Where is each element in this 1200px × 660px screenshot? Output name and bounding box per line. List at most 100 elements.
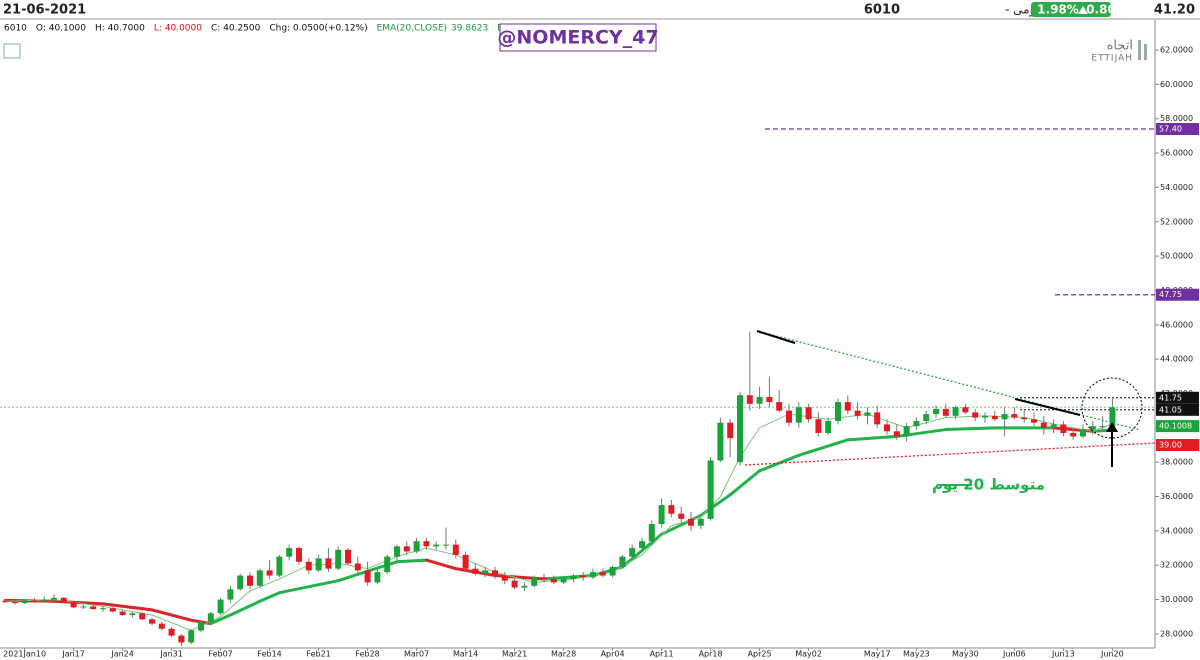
info-item: Chg: 0.0500(+0.12%) bbox=[269, 24, 367, 34]
trendline bbox=[744, 442, 1156, 466]
chart-icon bbox=[3, 43, 21, 59]
candle-body bbox=[80, 606, 87, 608]
candle-body bbox=[884, 424, 890, 432]
candle-body bbox=[560, 578, 567, 583]
y-tick-label: 34.0000 bbox=[1160, 526, 1193, 535]
candle-body bbox=[952, 407, 959, 416]
annotation: متوسط 20 يوم bbox=[932, 476, 1045, 494]
candle-body bbox=[413, 541, 420, 552]
trendline bbox=[756, 330, 796, 344]
candle-body bbox=[11, 602, 18, 604]
candle-body bbox=[139, 613, 146, 620]
candle-body bbox=[217, 599, 224, 614]
candle-body bbox=[864, 412, 871, 416]
price-tag-label: 57.40 bbox=[1159, 125, 1182, 134]
ema-line bbox=[209, 613, 232, 626]
candle-body bbox=[550, 578, 557, 583]
x-tick-label: 2021Jan10 bbox=[3, 650, 46, 659]
ema-line bbox=[728, 469, 762, 497]
x-tick-label: Apr18 bbox=[699, 650, 723, 659]
price-tag-label: 41.75 bbox=[1159, 393, 1182, 402]
candle-body bbox=[805, 407, 812, 420]
candle-body bbox=[942, 408, 949, 416]
candle-body bbox=[109, 608, 116, 612]
candle-body bbox=[962, 407, 969, 413]
ema-line bbox=[591, 565, 624, 578]
candle-body bbox=[844, 402, 851, 411]
ema-line bbox=[797, 438, 850, 457]
logo-mark bbox=[1144, 44, 1147, 60]
x-tick-label: Mar07 bbox=[404, 650, 429, 659]
price-tag bbox=[1156, 123, 1199, 136]
x-tick-label: Mar21 bbox=[502, 650, 527, 659]
candle-body bbox=[1031, 419, 1037, 423]
price-tag-label: 41.05 bbox=[1159, 405, 1182, 414]
up-arrow bbox=[1078, 6, 1088, 14]
info-item: 6010 bbox=[4, 24, 27, 34]
ema-line bbox=[258, 591, 281, 603]
candle-body bbox=[648, 524, 655, 542]
price-tag-label: 40.1008 bbox=[1159, 422, 1192, 431]
candle-body bbox=[1109, 407, 1116, 427]
candle-body bbox=[1001, 414, 1008, 420]
y-tick-label: 56.0000 bbox=[1160, 149, 1193, 158]
candle-body bbox=[325, 558, 332, 569]
candle-body bbox=[237, 575, 244, 590]
candle-body bbox=[472, 568, 479, 574]
x-tick-label: Apr11 bbox=[650, 650, 674, 659]
candle-body bbox=[482, 570, 489, 574]
symbol: 6010 bbox=[864, 3, 900, 18]
candle-body bbox=[697, 518, 704, 526]
candle-body bbox=[619, 556, 626, 567]
candle-body bbox=[1070, 432, 1077, 437]
info-item: C: 40.2500 bbox=[211, 24, 261, 34]
candle-body bbox=[188, 630, 195, 643]
x-tick-label: Apr25 bbox=[748, 650, 772, 659]
x-tick-label: Jun13 bbox=[1051, 650, 1075, 659]
candle-body bbox=[501, 575, 508, 581]
candle-body bbox=[629, 548, 636, 557]
candle-body bbox=[266, 570, 273, 576]
price-tag-label: 39.00 bbox=[1159, 441, 1182, 450]
change-badge bbox=[1031, 2, 1111, 17]
candle-body bbox=[423, 541, 430, 547]
candle-body bbox=[433, 544, 440, 547]
candle-body bbox=[776, 402, 783, 411]
price-tag bbox=[1156, 420, 1199, 433]
candle-body bbox=[874, 412, 881, 425]
candle-body bbox=[903, 426, 910, 437]
price-tag bbox=[1156, 391, 1199, 404]
candle-body bbox=[1060, 424, 1067, 433]
arrow-head bbox=[1106, 422, 1118, 432]
candle-body bbox=[119, 611, 126, 616]
candle-body bbox=[158, 623, 165, 629]
candle-body bbox=[1050, 424, 1057, 428]
x-tick-label: Feb14 bbox=[257, 650, 281, 659]
candle-body bbox=[825, 420, 832, 433]
candle-body bbox=[70, 602, 77, 608]
candle-body bbox=[580, 575, 587, 578]
candle-body bbox=[492, 570, 498, 576]
x-tick-label: Jan31 bbox=[159, 650, 183, 659]
info-item: EMA(20,CLOSE) bbox=[377, 24, 447, 34]
candle-body bbox=[1021, 417, 1028, 420]
candle-body bbox=[893, 431, 900, 437]
ema-line bbox=[846, 434, 899, 442]
price: 41.20 bbox=[1154, 3, 1195, 18]
y-tick-label: 44.0000 bbox=[1160, 355, 1193, 364]
info-item: L: 40.0000 bbox=[154, 24, 202, 34]
y-tick-label: 46.0000 bbox=[1160, 320, 1193, 329]
ema-line bbox=[395, 558, 428, 564]
ema-line bbox=[101, 602, 154, 612]
candle-body bbox=[41, 599, 48, 602]
info-item: H: 40.7000 bbox=[95, 24, 145, 34]
ema-line bbox=[424, 558, 458, 571]
candle-body bbox=[1040, 422, 1047, 428]
y-tick-label: 60.0000 bbox=[1160, 80, 1193, 89]
candle-body bbox=[51, 597, 57, 600]
candle-body bbox=[913, 420, 920, 427]
price-tag bbox=[1156, 439, 1199, 452]
candle-body bbox=[815, 419, 822, 433]
candle-body bbox=[227, 589, 234, 600]
candle-body bbox=[795, 407, 802, 423]
